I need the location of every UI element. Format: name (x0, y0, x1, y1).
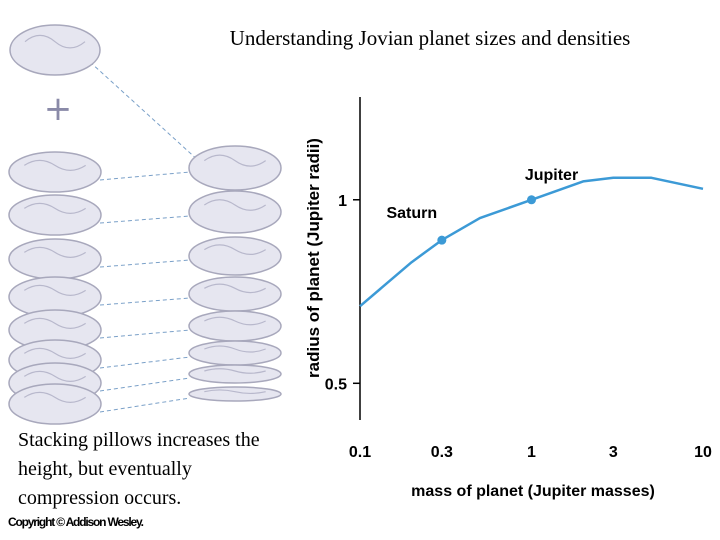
planet-point (527, 195, 536, 205)
pillow-fold (24, 391, 86, 403)
pillow-fold (204, 368, 266, 374)
pillow (8, 194, 102, 236)
pillow-fold (24, 370, 86, 382)
x-tick-label: 10 (694, 444, 712, 461)
title: Understanding Jovian planet sizes and de… (230, 26, 631, 50)
y-tick-label: 0.5 (325, 376, 347, 393)
dashed-link (99, 377, 191, 392)
pillow-fold (204, 345, 266, 353)
pillow-fold (204, 283, 266, 294)
pillow-fold (24, 347, 86, 359)
pillow-fold (24, 159, 86, 171)
dashed-link (89, 61, 201, 163)
pillow-fold (24, 34, 86, 49)
pillow-fold (204, 316, 266, 326)
pillow-fold (24, 202, 86, 214)
pillow (188, 364, 282, 384)
dashed-link (99, 215, 191, 224)
planet-point (437, 235, 447, 245)
dashed-link (99, 397, 191, 413)
caption-line: compression occurs. (18, 487, 181, 509)
pillow (8, 151, 102, 193)
pillow-fold (24, 317, 86, 329)
pillow (188, 145, 282, 191)
dashed-link (99, 297, 191, 306)
pillow-fold (24, 246, 86, 258)
pillow-fold (204, 389, 266, 395)
caption-line: height, but eventually (18, 458, 192, 480)
pillow (8, 238, 102, 280)
x-axis-label: mass of planet (Jupiter masses) (411, 483, 655, 500)
planet-label: Jupiter (525, 167, 578, 184)
dashed-link (99, 171, 191, 181)
y-tick-label: 1 (338, 193, 347, 210)
pillow-fold (24, 284, 86, 296)
copyright: Copyright © Addison Wesley. (8, 515, 144, 529)
pillow (188, 340, 282, 366)
pillow (8, 383, 102, 425)
caption-line: Stacking pillows increases the (18, 429, 260, 451)
pillow (9, 24, 101, 76)
x-tick-label: 3 (609, 444, 618, 461)
pillow-illustration: + (8, 24, 282, 425)
dashed-link (99, 329, 191, 339)
pillow (188, 386, 282, 402)
y-axis-label: radius of planet (Jupiter radii) (304, 138, 323, 378)
pillow (188, 310, 282, 342)
dashed-link (99, 259, 191, 268)
pillow-fold (203, 154, 267, 167)
pillow (188, 190, 282, 234)
planet-label: Saturn (386, 205, 437, 222)
dashed-link (99, 356, 191, 369)
pillow (188, 236, 282, 276)
x-tick-label: 0.1 (349, 444, 371, 461)
pillow-fold (204, 244, 266, 256)
pillow (188, 276, 282, 312)
x-tick-label: 1 (527, 444, 536, 461)
plus-sign: + (44, 89, 73, 129)
pillow-fold (203, 199, 267, 211)
x-tick-label: 0.3 (431, 444, 453, 461)
